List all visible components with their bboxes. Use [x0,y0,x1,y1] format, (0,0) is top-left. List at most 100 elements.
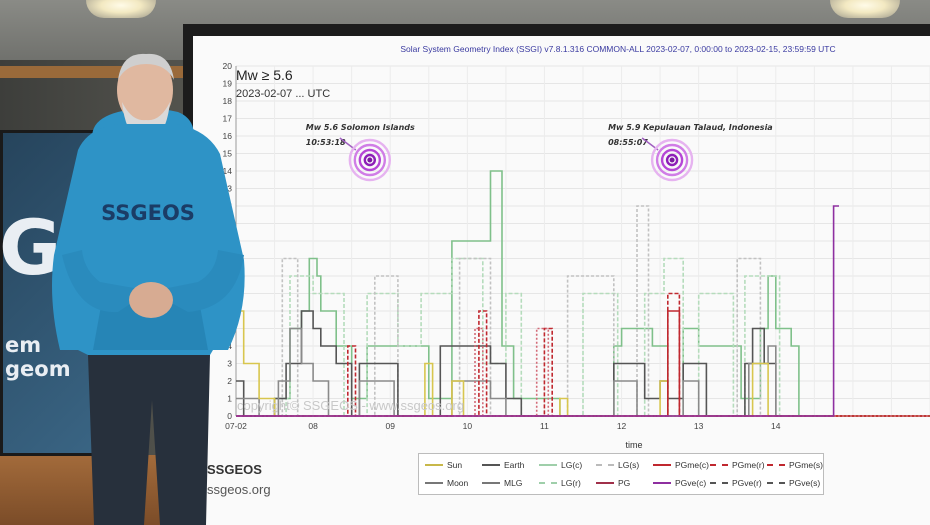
quake-marker [660,148,684,172]
presenter-hands [129,282,173,318]
chart-legend: Sun Earth LG(c) LG(s) PGme(c) PGme(r) PGme(s) M… [418,453,824,495]
legend-item: PGme(s) [767,457,823,473]
legend-swatch [596,464,614,466]
side-screen-caption: em geom [5,333,71,381]
legend-item: PGme(c) [653,457,709,473]
series-line-PGme(r) [236,292,930,417]
legend-label: PGve(r) [732,478,762,488]
legend-item: PGme(r) [710,457,765,473]
legend-label: MLG [504,478,523,488]
presenter-hair [118,53,174,80]
legend-swatch [425,464,443,466]
y-tick-label: 16 [223,131,233,141]
x-tick-label: 10 [463,421,473,431]
y-tick-label: 3 [227,359,232,369]
quake-marker-core [367,157,373,163]
legend-swatch [767,464,785,466]
legend-item: LG(c) [539,457,582,473]
x-tick-label: 14 [771,421,781,431]
legend-label: PGme(c) [675,460,709,470]
x-tick-label: 09 [385,421,395,431]
y-tick-label: 19 [223,79,233,89]
chart-watermark: copyright© SSGEOS - www.ssgeos.org [237,398,464,413]
y-tick-label: 0 [227,411,232,421]
legend-swatch [596,482,614,484]
legend-label: LG(s) [618,460,640,470]
legend-item: Earth [482,457,524,473]
x-tick-label: 13 [694,421,704,431]
y-tick-label: 1 [227,394,232,404]
legend-swatch [767,482,785,484]
chart-panel: 0123456789101112131415161718192007-02080… [193,36,930,525]
legend-label: Earth [504,460,525,470]
y-tick-label: 20 [223,61,233,71]
brand-name: SSGEOS [207,462,262,477]
presenter-arm-right [166,250,244,312]
ceiling-lamp-right [830,0,900,18]
y-tick-label: 17 [223,114,233,124]
axes: 0123456789101112131415161718192007-02080… [223,61,930,431]
legend-item: Moon [425,475,468,491]
legend-label: PGve(c) [675,478,707,488]
legend-item: PGve(r) [710,475,762,491]
series-line-LG(c) [236,170,930,417]
quake-marker [665,153,679,167]
y-tick-label: 18 [223,96,233,106]
legend-item: LG(s) [596,457,639,473]
quake-marker [363,153,377,167]
y-tick-label: 2 [227,376,232,386]
quake-marker [655,143,689,177]
series-lines [236,170,930,417]
x-tick-label: 08 [308,421,318,431]
annotation-time: 08:55:07 [608,138,648,147]
legend-label: PGme(s) [789,460,823,470]
chart-title: Solar System Geometry Index (SSGI) v7.8.… [400,44,835,54]
quake-marker [358,148,382,172]
legend-label: PG [618,478,631,488]
presenter-head [117,54,173,126]
legend-swatch [710,482,728,484]
ssgi-chart: 0123456789101112131415161718192007-02080… [223,44,930,450]
y-tick-label: 15 [223,149,233,159]
x-axis-label: time [625,440,642,450]
legend-label: LG(c) [561,460,583,470]
legend-item: Sun [425,457,462,473]
presenter-jeans [88,355,210,525]
legend-label: Sun [447,460,463,470]
legend-swatch [425,482,443,484]
legend-swatch [482,464,500,466]
presenter-arm-left [62,250,136,313]
chart-subtitle-magnitude: Mw ≥ 5.6 [236,67,293,83]
earthquake-annotations: Mw 5.6 Solomon Islands 10:53:18 Mw 5.9 Kep… [306,123,773,182]
quake-marker [353,143,387,177]
legend-label: Moon [447,478,469,488]
legend-label: PGve(s) [789,478,821,488]
hoodie-logo: SSGEOS [101,201,195,225]
annotation-label: Mw 5.6 Solomon Islands [306,123,415,132]
website-link[interactable]: ssgeos.org [207,482,271,497]
series-line-LG(r) [236,257,930,417]
annotation-time: 10:53:18 [306,138,346,147]
quake-marker [650,138,694,182]
y-tick-label: 14 [223,166,233,176]
legend-swatch [653,464,671,466]
legend-swatch [539,482,557,484]
legend-swatch [539,464,557,466]
legend-label: PGme(r) [732,460,765,470]
legend-item: PGve(c) [653,475,706,491]
x-tick-label: 12 [617,421,627,431]
ceiling-lamp-left [86,0,156,18]
series-line-PGve(c) [236,205,839,417]
legend-swatch [710,464,728,466]
quake-marker-core [669,157,675,163]
legend-swatch [653,482,671,484]
quake-marker [348,138,392,182]
annotation-label: Mw 5.9 Kepulauan Talaud, Indonesia [608,123,773,132]
legend-item: MLG [482,475,522,491]
legend-item: LG(r) [539,475,581,491]
legend-label: LG(r) [561,478,581,488]
legend-item: PGve(s) [767,475,820,491]
legend-swatch [482,482,500,484]
x-tick-label: 11 [540,421,549,431]
chart-subtitle-date: 2023-02-07 ... UTC [236,88,330,100]
